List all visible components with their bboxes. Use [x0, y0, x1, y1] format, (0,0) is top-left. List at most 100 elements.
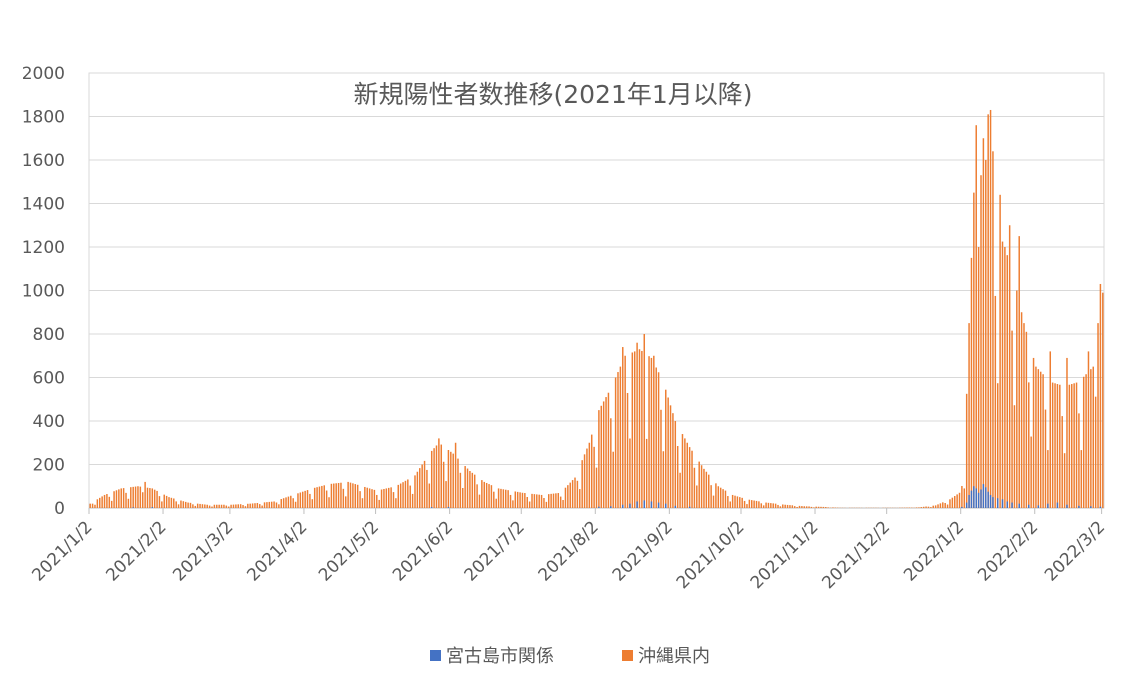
- x-tick-label: 2021/7/2: [461, 517, 529, 585]
- bar-miyako: [688, 506, 691, 508]
- bar-okinawa: [476, 484, 478, 508]
- bar-okinawa: [1061, 416, 1063, 508]
- bar-okinawa: [376, 494, 378, 508]
- bar-okinawa: [531, 493, 533, 508]
- bar-okinawa: [777, 504, 779, 508]
- bar-okinawa: [132, 486, 134, 508]
- bar-okinawa: [1051, 382, 1054, 508]
- bar-okinawa: [478, 494, 481, 508]
- bar-miyako: [1099, 506, 1102, 508]
- bar-okinawa: [567, 485, 569, 508]
- bar-okinawa: [318, 486, 321, 508]
- bar-okinawa: [810, 506, 813, 508]
- bar-okinawa: [648, 356, 650, 508]
- bar-okinawa: [1006, 255, 1009, 508]
- x-tick-label: 2022/2/2: [974, 517, 1042, 585]
- bar-okinawa: [232, 504, 235, 508]
- bar-okinawa: [1011, 330, 1013, 508]
- bar-okinawa: [602, 401, 605, 508]
- y-axis: 0 200 400 600 800 1000 1200 1400 1600 1800 2000: [22, 64, 65, 519]
- bar-miyako: [1037, 505, 1040, 508]
- bar-okinawa: [734, 495, 736, 508]
- bar-okinawa: [268, 501, 271, 508]
- bar-okinawa: [557, 493, 560, 508]
- bar-okinawa: [151, 488, 154, 508]
- bar-okinawa: [657, 372, 660, 508]
- bar-okinawa: [961, 485, 963, 508]
- bar-okinawa: [407, 479, 409, 508]
- bar-okinawa: [770, 503, 772, 508]
- bar-okinawa: [622, 347, 624, 508]
- bar-okinawa: [626, 392, 629, 508]
- bar-okinawa: [1082, 376, 1085, 508]
- bar-okinawa: [583, 454, 586, 508]
- bar-okinawa: [330, 483, 333, 508]
- bar-okinawa: [235, 504, 237, 508]
- y-tick-label: 600: [33, 369, 65, 389]
- bar-okinawa: [89, 503, 91, 508]
- bar-okinawa: [610, 418, 612, 508]
- bar-okinawa: [598, 410, 600, 508]
- bar-okinawa: [736, 496, 739, 508]
- bar-okinawa: [1008, 225, 1011, 508]
- bar-okinawa: [507, 490, 509, 508]
- bar-okinawa: [758, 501, 760, 508]
- bar-okinawa: [502, 489, 505, 508]
- bar-okinawa: [982, 138, 985, 508]
- bar-miyako: [965, 502, 968, 508]
- bar-okinawa: [404, 480, 407, 508]
- x-tick-label: 2021/10/2: [673, 517, 749, 593]
- bar-okinawa: [653, 355, 655, 508]
- bar-okinawa: [118, 489, 120, 508]
- bar-miyako: [996, 498, 999, 508]
- bar-okinawa: [629, 438, 631, 508]
- bar-okinawa: [595, 467, 598, 508]
- y-tick-label: 800: [33, 325, 65, 345]
- bar-okinawa: [387, 487, 390, 508]
- bar-okinawa: [311, 499, 314, 508]
- bar-okinawa: [801, 506, 803, 508]
- bar-okinawa: [922, 506, 925, 508]
- bar-okinawa: [569, 482, 571, 508]
- bar-okinawa: [727, 496, 729, 508]
- bar-okinawa: [1087, 351, 1090, 508]
- bar-okinawa: [285, 497, 287, 508]
- bar-okinawa: [471, 472, 474, 508]
- bar-okinawa: [1047, 450, 1049, 508]
- bar-okinawa: [793, 506, 796, 508]
- bar-okinawa: [679, 472, 681, 508]
- bar-okinawa: [481, 480, 483, 508]
- bar-okinawa: [101, 496, 103, 508]
- bar-okinawa: [227, 506, 230, 508]
- bar-okinawa: [514, 491, 517, 508]
- bar-okinawa: [607, 392, 610, 508]
- bar-okinawa: [459, 472, 462, 508]
- bar-okinawa: [660, 409, 662, 508]
- bar-okinawa: [605, 397, 607, 508]
- y-tick-label: 1200: [22, 238, 65, 258]
- bar-miyako: [1006, 501, 1009, 508]
- bar-miyako: [987, 491, 989, 508]
- bar-okinawa: [1016, 290, 1018, 508]
- bar-okinawa: [547, 494, 550, 508]
- bar-miyako: [961, 506, 963, 508]
- bar-okinawa: [992, 151, 994, 509]
- bar-okinawa: [383, 488, 385, 508]
- bar-okinawa: [545, 501, 548, 508]
- bar-okinawa: [832, 507, 834, 508]
- bar-okinawa: [743, 500, 746, 508]
- y-tick-label: 1000: [22, 282, 65, 302]
- bar-okinawa: [946, 504, 949, 508]
- bar-okinawa: [540, 494, 543, 508]
- bar-okinawa: [703, 468, 705, 508]
- bar-okinawa: [91, 503, 94, 508]
- bar-okinawa: [156, 490, 158, 508]
- bar-okinawa: [342, 488, 345, 508]
- bar-okinawa: [106, 494, 108, 508]
- bar-miyako: [622, 504, 624, 508]
- bar-okinawa: [920, 507, 923, 508]
- bar-okinawa: [237, 504, 240, 508]
- bar-okinawa: [454, 442, 457, 508]
- bar-okinawa: [299, 492, 302, 508]
